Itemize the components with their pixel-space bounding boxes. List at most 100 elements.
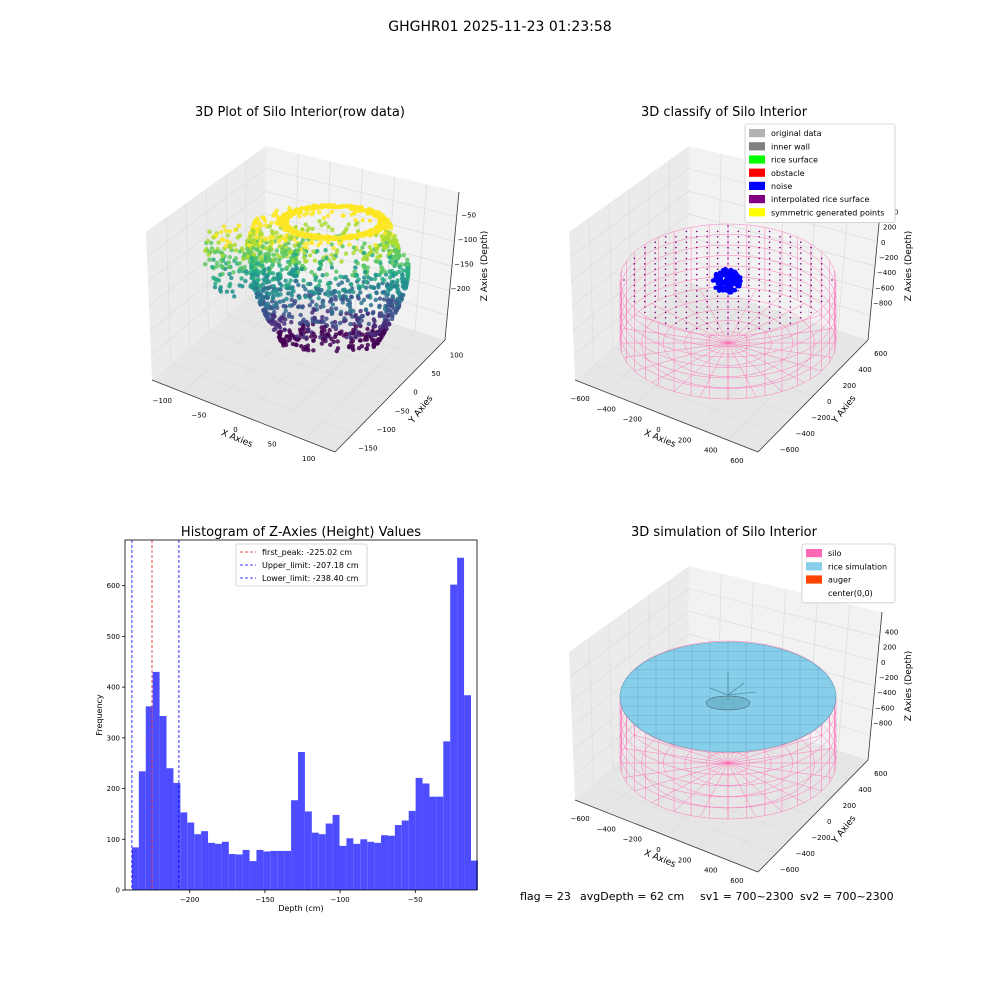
classify-silo-spoke xyxy=(727,342,783,392)
classify-noise-point xyxy=(730,278,735,283)
classify-surface-dot xyxy=(644,273,646,276)
histogram-bar xyxy=(339,845,347,890)
histogram-bar xyxy=(159,716,167,890)
raw-point xyxy=(379,233,384,239)
classify-surface-dot xyxy=(727,333,729,335)
raw-point xyxy=(275,235,280,240)
classify-left-pane xyxy=(569,146,689,380)
raw-point xyxy=(335,339,340,344)
raw-point xyxy=(348,307,353,312)
raw-point xyxy=(378,226,383,232)
raw-point xyxy=(280,339,286,345)
raw-point xyxy=(301,255,307,260)
classify-surface-dot xyxy=(789,306,792,308)
classify-surface-dot xyxy=(685,252,688,254)
raw-point xyxy=(358,308,363,314)
raw-point xyxy=(293,252,298,257)
classify-legend-swatch xyxy=(749,142,765,151)
raw-y-tick-label: −100 xyxy=(377,426,396,434)
raw-data-3d-plot: 3D Plot of Silo Interior(row data) −100−… xyxy=(146,105,490,463)
raw-point xyxy=(289,234,294,239)
raw-point xyxy=(361,231,366,237)
classify-surface-dot xyxy=(789,273,792,276)
raw-point xyxy=(261,215,267,221)
raw-point xyxy=(212,285,218,290)
raw-point xyxy=(360,218,365,223)
raw-point xyxy=(329,309,334,314)
raw-y-tick-label: −150 xyxy=(358,445,377,453)
classify-surface-dot xyxy=(644,268,646,271)
raw-point xyxy=(220,264,225,270)
classify-surface-dot xyxy=(800,273,802,276)
simulation-silo-spoke xyxy=(727,762,757,818)
raw-point xyxy=(288,261,293,266)
classify-surface-dot xyxy=(664,306,667,308)
classify-legend-label: interpolated rice surface xyxy=(771,195,869,204)
raw-point xyxy=(353,324,359,329)
classify-surface-dot xyxy=(810,257,812,260)
classify-surface-dot xyxy=(654,284,656,287)
classify-surface-dot xyxy=(706,306,708,308)
classify-noise-point xyxy=(728,289,734,294)
classify-left-grid xyxy=(569,168,690,257)
raw-point xyxy=(292,243,297,248)
classify-surface-dot xyxy=(664,322,667,325)
raw-point xyxy=(333,276,338,281)
raw-point xyxy=(356,205,362,210)
raw-point xyxy=(218,250,224,255)
classify-surface-dot xyxy=(696,311,698,314)
classify-surface-dot xyxy=(685,279,688,281)
classify-noise-point xyxy=(713,285,718,290)
raw-point xyxy=(334,269,339,274)
histogram-bar xyxy=(415,777,423,890)
classify-surface-dot xyxy=(820,273,823,276)
simulation-z-axis-line xyxy=(867,611,883,761)
classify-legend-label: inner wall xyxy=(771,142,810,151)
raw-point xyxy=(326,213,331,218)
raw-point xyxy=(364,279,369,284)
raw-point xyxy=(228,281,233,287)
raw-point xyxy=(225,233,230,238)
raw-point xyxy=(340,244,345,249)
raw-point xyxy=(209,240,214,246)
classify-surface-dot xyxy=(644,279,646,281)
raw-point xyxy=(316,266,322,272)
simulation-silo-spoke xyxy=(727,748,833,764)
classify-surface-dot xyxy=(675,300,677,303)
classify-surface-dot xyxy=(633,263,636,265)
classify-silo-spoke xyxy=(727,342,757,398)
raw-point xyxy=(353,313,358,318)
raw-point xyxy=(281,315,286,320)
classify-surface-dot xyxy=(654,311,656,314)
classify-noise-cluster xyxy=(710,266,743,295)
raw-point xyxy=(334,323,339,329)
raw-x-tick-label: 0 xyxy=(233,426,237,434)
classify-surface-dot xyxy=(768,246,771,249)
raw-point xyxy=(255,294,260,300)
histogram-bar xyxy=(394,825,402,890)
classify-surface-dot xyxy=(654,300,656,303)
raw-back-grid xyxy=(265,168,457,218)
raw-point xyxy=(254,291,259,296)
raw-point xyxy=(211,257,216,262)
classify-surface-dot xyxy=(789,295,792,298)
raw-point xyxy=(331,246,336,251)
raw-point xyxy=(373,259,378,264)
classify-legend-swatch xyxy=(749,168,765,177)
raw-point xyxy=(268,239,273,245)
raw-point xyxy=(369,285,375,290)
histogram-y-axis-label: Frequency xyxy=(95,694,104,736)
classify-surface-dot xyxy=(768,279,771,281)
histogram-bar xyxy=(332,814,340,890)
classify-surface-dot xyxy=(800,268,802,271)
classify-legend-swatch xyxy=(749,181,765,190)
histogram-bar xyxy=(450,584,458,890)
histogram-bar xyxy=(470,860,478,890)
classify-surface-dot xyxy=(727,322,729,325)
simulation-back-grid xyxy=(688,588,880,638)
raw-point xyxy=(324,272,330,277)
classify-surface-dot xyxy=(758,290,760,292)
classify-surface-dot xyxy=(737,257,740,260)
simulation-y-tick-label: 200 xyxy=(843,802,856,810)
classify-legend-swatch xyxy=(749,155,765,164)
